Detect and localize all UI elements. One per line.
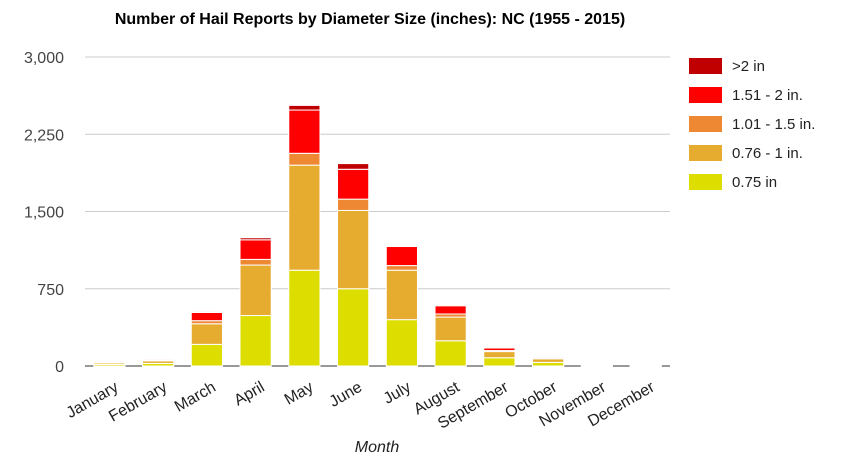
bar-segment: [435, 341, 466, 366]
bar-segment: [484, 358, 515, 366]
bar-stacks: [94, 105, 661, 366]
bar-segment: [386, 247, 417, 266]
legend-label: 1.51 - 2 in.: [732, 87, 803, 104]
legend-label: 0.76 - 1 in.: [732, 145, 803, 162]
x-axis-label: Month: [355, 439, 400, 456]
x-tick-label: March: [172, 379, 219, 416]
legend-label: 1.01 - 1.5 in.: [732, 116, 815, 133]
bar-segment: [94, 361, 125, 362]
bar-segment: [533, 359, 564, 363]
legend-swatch: [689, 145, 722, 161]
bar-segment: [289, 270, 320, 366]
legend-swatch: [689, 174, 722, 190]
y-tick-label: 3,000: [24, 50, 64, 67]
bar-segment: [338, 210, 369, 288]
bar-segment: [338, 289, 369, 366]
x-tick-label: April: [231, 379, 267, 410]
x-tick-label: June: [327, 379, 366, 411]
bar-segment: [435, 305, 466, 306]
y-tick-label: 750: [37, 282, 64, 299]
legend-swatch: [689, 87, 722, 103]
bar-segment: [240, 316, 271, 366]
bar-segment: [386, 320, 417, 366]
bar-segment: [240, 265, 271, 315]
legend-label: 0.75 in: [732, 174, 777, 191]
bar-segment: [533, 357, 564, 358]
legend-label: >2 in: [732, 58, 765, 75]
bar-segment: [191, 324, 222, 345]
bar-segment: [338, 199, 369, 210]
legend-swatch: [689, 58, 722, 74]
bar-segment: [338, 169, 369, 199]
y-tick-label: 0: [55, 359, 64, 376]
bar-segment: [289, 110, 320, 153]
legend-swatch: [689, 116, 722, 132]
bar-segment: [289, 165, 320, 270]
bar-segment: [484, 347, 515, 348]
x-tick-label: May: [282, 379, 317, 409]
bar-segment: [386, 266, 417, 271]
x-tick-label: July: [381, 379, 414, 408]
bar-segment: [191, 311, 222, 312]
bar-segment: [289, 153, 320, 165]
legend: >2 in 1.51 - 2 in. 1.01 - 1.5 in. 0.76 - 1 …: [689, 58, 815, 191]
y-tick-label: 2,250: [24, 127, 64, 144]
y-axis-ticks: 0 750 1,500 2,250 3,000: [24, 50, 64, 376]
bar-segment: [240, 259, 271, 265]
bar-segment: [386, 270, 417, 319]
bar-segment: [484, 352, 515, 358]
bar-segment: [240, 238, 271, 240]
bar-segment: [338, 164, 369, 170]
bar-segment: [240, 240, 271, 260]
bar-segment: [533, 362, 564, 366]
gridlines: [85, 57, 670, 366]
y-tick-label: 1,500: [24, 205, 64, 222]
bar-segment: [435, 317, 466, 341]
bar-segment: [191, 312, 222, 320]
bar-segment: [191, 344, 222, 366]
bar-segment: [289, 105, 320, 110]
bar-segment: [435, 306, 466, 314]
bar-segment: [143, 359, 174, 360]
chart-title: Number of Hail Reports by Diameter Size …: [115, 11, 625, 28]
